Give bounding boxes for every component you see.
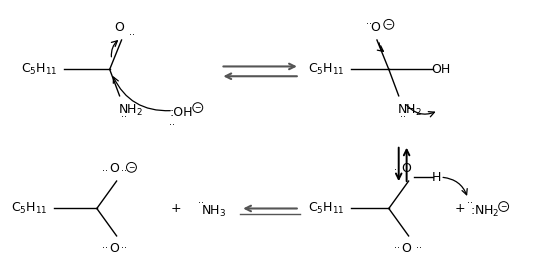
Text: ··: ·· xyxy=(400,113,406,122)
Text: NH$_2$: NH$_2$ xyxy=(117,103,143,118)
Text: ··: ·· xyxy=(169,120,175,130)
Text: +: + xyxy=(455,202,465,215)
Text: C$_5$H$_{11}$: C$_5$H$_{11}$ xyxy=(11,201,48,216)
Text: ··: ·· xyxy=(366,19,372,29)
Text: O: O xyxy=(402,242,412,255)
Text: C$_5$H$_{11}$: C$_5$H$_{11}$ xyxy=(307,201,344,216)
Text: O: O xyxy=(370,21,380,34)
Text: +: + xyxy=(171,202,181,215)
Text: ··: ·· xyxy=(394,243,400,253)
Text: C$_5$H$_{11}$: C$_5$H$_{11}$ xyxy=(307,62,344,77)
Text: −: − xyxy=(128,163,135,172)
Text: ··: ·· xyxy=(102,166,108,176)
Text: −: − xyxy=(385,20,392,29)
Text: ··: ·· xyxy=(467,199,473,209)
Text: O: O xyxy=(110,242,120,255)
Text: ··: ·· xyxy=(121,166,127,176)
Text: :OH: :OH xyxy=(169,106,193,119)
Text: O: O xyxy=(402,162,412,175)
Text: ··: ·· xyxy=(394,165,400,175)
Text: NH$_3$: NH$_3$ xyxy=(201,204,226,219)
Text: ··: ·· xyxy=(121,113,127,122)
Text: NH$_2$: NH$_2$ xyxy=(397,103,422,118)
Text: O: O xyxy=(115,21,124,34)
Text: ··: ·· xyxy=(416,243,422,253)
Text: −: − xyxy=(194,104,201,113)
Text: ··: ·· xyxy=(102,243,108,253)
Text: C$_5$H$_{11}$: C$_5$H$_{11}$ xyxy=(21,62,57,77)
Text: −: − xyxy=(501,203,507,212)
Text: H: H xyxy=(431,171,441,184)
Text: ··: ·· xyxy=(129,30,135,40)
Text: :NH$_2$: :NH$_2$ xyxy=(470,204,499,219)
Text: ··: ·· xyxy=(121,243,127,253)
Text: OH: OH xyxy=(431,63,450,76)
Text: ··: ·· xyxy=(198,199,204,209)
Text: O: O xyxy=(110,162,120,175)
